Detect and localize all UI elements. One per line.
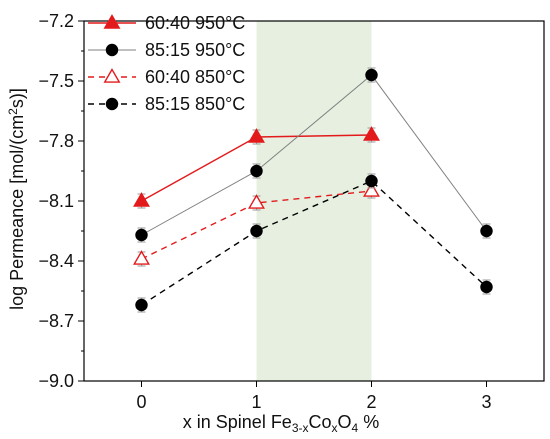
y-tick-label: −8.1 [38, 191, 74, 211]
data-point [135, 228, 148, 242]
y-axis-title-part-c: s)] [7, 88, 27, 108]
legend-marker [105, 97, 119, 111]
y-tick-label: −7.2 [38, 11, 74, 31]
series-line [141, 74, 487, 236]
legend-item: 85:15 950°C [88, 40, 245, 60]
data-point [250, 224, 263, 238]
series-group [133, 126, 380, 209]
legend-item: 60:40 850°C [88, 67, 245, 87]
data-point [135, 298, 148, 312]
data-point [363, 126, 380, 141]
y-tick-label: −7.5 [38, 71, 74, 91]
x-tick-label: 3 [481, 392, 491, 412]
x-tick-label: 2 [366, 392, 376, 412]
data-point [365, 68, 378, 82]
x-tick-label: 1 [251, 392, 261, 412]
data-point [365, 174, 378, 188]
series-group [135, 67, 493, 243]
legend-marker [105, 43, 119, 57]
legend-marker [103, 14, 121, 29]
series-group [135, 173, 493, 313]
y-tick-label: −8.4 [38, 251, 74, 271]
x-tick-label: 0 [136, 392, 146, 412]
data-point [248, 194, 265, 209]
y-tick-label: −9.0 [38, 371, 74, 391]
legend-label: 60:40 950°C [145, 13, 245, 33]
legend-item: 60:40 950°C [88, 13, 245, 33]
series-group [133, 182, 380, 267]
y-axis-title-part-b: 2 [6, 108, 20, 115]
legend-label: 85:15 950°C [145, 40, 245, 60]
data-point [133, 192, 150, 207]
legend-marker [103, 68, 121, 83]
data-point [133, 250, 150, 265]
y-tick-label: −7.8 [38, 131, 74, 151]
axes-layer: −9.0 −8.7 −8.4 −8.1 −7.8 −7.5 −7.2 0 1 2 3 [38, 11, 545, 412]
x-axis-title-part-a: x in Spinel Fe [183, 412, 292, 432]
x-axis-title-part-f: 4 [352, 421, 359, 435]
legend-label: 60:40 850°C [145, 67, 245, 87]
series-line [141, 180, 487, 306]
data-point [363, 182, 380, 197]
y-axis-title: log Permeance [mol/(cm2s)] [6, 88, 27, 310]
data-point [248, 128, 265, 143]
x-axis-title-part-d: x [332, 421, 338, 435]
x-axis-title-part-c: Co [309, 412, 332, 432]
y-axis-title-part-a: log Permeance [mol/(cm [7, 115, 27, 310]
x-axis-title: x in Spinel Fe3-xCoxO4 % [183, 412, 379, 435]
x-axis-title-part-b: 3-x [292, 421, 309, 435]
data-point [480, 280, 493, 294]
legend: 60:40 950°C 85:15 950°C 60:40 850°C 85:15 8… [88, 13, 245, 114]
x-axis-title-part-g: % [358, 412, 379, 432]
legend-label: 85:15 850°C [145, 94, 245, 114]
y-tick-label: −8.7 [38, 311, 74, 331]
series-layer [133, 67, 493, 313]
data-point [250, 164, 263, 178]
x-axis-title-part-e: O [338, 412, 352, 432]
data-point [480, 224, 493, 238]
legend-item: 85:15 850°C [88, 94, 245, 114]
